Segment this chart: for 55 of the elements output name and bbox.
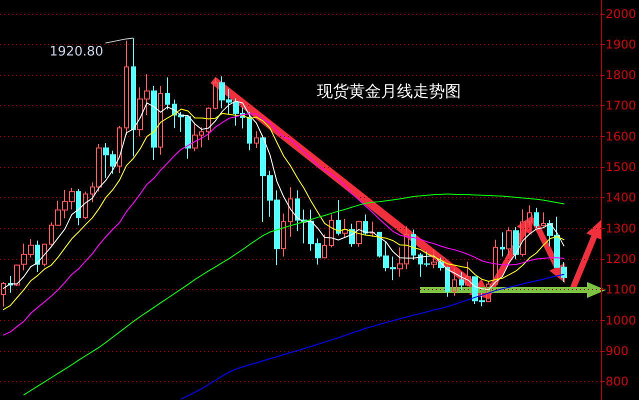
y-tick-label: 1100 [605, 282, 636, 297]
candlestick [541, 212, 546, 228]
line-series [180, 274, 564, 400]
annotation: 1920.80 [50, 44, 104, 60]
candlestick [281, 213, 286, 258]
candlestick [431, 248, 437, 269]
candlestick [411, 229, 416, 260]
y-tick-label: 1300 [605, 221, 636, 236]
candlestick [14, 264, 20, 286]
candlestick [329, 214, 334, 248]
candlestick [165, 77, 170, 110]
candlestick [534, 207, 539, 229]
candlestick [124, 40, 129, 136]
candlestick [213, 78, 218, 110]
candlestick [35, 240, 40, 272]
candlestick [76, 188, 81, 226]
candlestick [500, 232, 505, 258]
candlestick [288, 186, 293, 238]
candlestick [151, 85, 157, 160]
candlestick [336, 200, 341, 236]
candlestick [486, 280, 491, 302]
candlestick [445, 266, 450, 298]
candlestick [370, 221, 375, 238]
y-tick-label: 900 [605, 344, 628, 358]
candlestick [513, 226, 519, 260]
candlestick [459, 272, 464, 291]
candlestick [1, 281, 6, 308]
y-tick-label: 1200 [605, 252, 636, 266]
candlestick [131, 38, 136, 157]
y-tick-label: 2000 [605, 6, 636, 21]
candlestick [42, 243, 47, 267]
line-series [23, 194, 564, 396]
candlestick [356, 220, 362, 248]
candlestick [206, 106, 211, 141]
y-tick-label: 1800 [605, 68, 636, 82]
candlestick [493, 239, 498, 287]
candlestick [452, 268, 457, 296]
y-tick-label: 1600 [605, 129, 636, 144]
text: 现货黄金月线走势图 [317, 82, 461, 100]
y-tick-label: 1700 [605, 98, 636, 113]
y-tick-label: 1900 [605, 37, 636, 52]
candlestick [247, 111, 252, 151]
y-tick-label: 1400 [605, 190, 636, 205]
candlestick [465, 261, 471, 287]
y-tick-label: 1500 [605, 160, 636, 174]
y-tick-label: 1000 [605, 313, 636, 328]
candlestick [322, 234, 327, 259]
candlestick [254, 130, 259, 149]
candlestick [83, 191, 88, 220]
candlestick [506, 226, 512, 256]
candlestick [363, 214, 368, 235]
candlestick [158, 86, 163, 156]
candlestick [117, 125, 122, 174]
candlestick [342, 218, 348, 239]
y-tick-label: 800 [605, 374, 628, 389]
